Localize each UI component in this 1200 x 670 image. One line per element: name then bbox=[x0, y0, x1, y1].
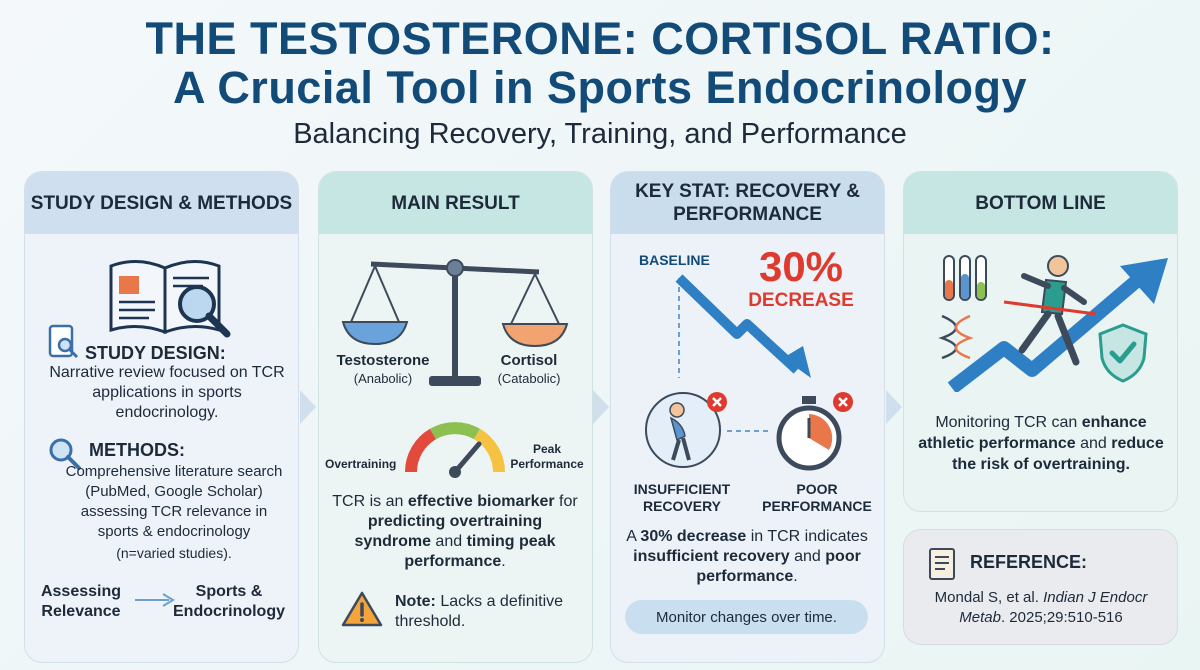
key-stat-panel: KEY STAT: RECOVERY & PERFORMANCE BASELIN… bbox=[610, 171, 885, 663]
gauge-icon bbox=[405, 422, 505, 478]
study-design-text: Narrative review focused on TCR applicat… bbox=[49, 364, 285, 421]
key-stat-text: A 30% decrease in TCR indicates insuffic… bbox=[626, 528, 868, 585]
study-design-label: STUDY DESIGN: bbox=[85, 343, 226, 363]
flow-left-label: Assessing Relevance bbox=[40, 583, 122, 620]
stopwatch-icon bbox=[776, 396, 842, 471]
main-result-panel: MAIN RESULT Testosterone (Anabolic) Cort… bbox=[318, 171, 593, 663]
close-icon bbox=[833, 392, 853, 412]
main-result-text: TCR is an effective biomarker for predic… bbox=[332, 493, 578, 570]
methods-note: (n=varied studies). bbox=[116, 545, 232, 561]
dna-icon bbox=[938, 314, 974, 360]
trend-arrow-icon bbox=[947, 258, 1168, 392]
panel-header: STUDY DESIGN & METHODS bbox=[25, 172, 298, 234]
search-icon bbox=[49, 438, 81, 470]
decline-arrow-icon bbox=[675, 274, 811, 378]
warning-icon bbox=[341, 591, 383, 627]
bottom-line-panel: BOTTOM LINE Monitoring TCR can enhance a… bbox=[903, 171, 1178, 512]
title-line-2: A Crucial Tool in Sports Endocrinology bbox=[172, 62, 1028, 113]
tired-athlete-icon bbox=[645, 392, 721, 468]
panel-header: KEY STAT: RECOVERY & PERFORMANCE bbox=[611, 172, 884, 234]
monitor-pill: Monitor changes over time. bbox=[625, 600, 868, 634]
gauge-left-label: Overtraining bbox=[325, 457, 397, 471]
cortisol-label: Cortisol bbox=[500, 352, 558, 369]
tablet-search-icon bbox=[48, 324, 79, 359]
poor-performance-label: POOR PERFORMANCE bbox=[762, 481, 872, 514]
subtitle: Balancing Recovery, Training, and Perfor… bbox=[293, 118, 907, 150]
reference-citation: Mondal S, et al. Indian J Endocr Metab. … bbox=[934, 589, 1148, 626]
stat-value: 30% bbox=[758, 243, 844, 290]
baseline-label: BASELINE bbox=[639, 252, 710, 268]
flow-arrow-1 bbox=[300, 390, 316, 424]
flow-right-label: Sports & Endocrinology bbox=[173, 583, 285, 620]
methods-label: METHODS: bbox=[89, 440, 185, 460]
methods-text: Comprehensive literature search (PubMed,… bbox=[65, 463, 283, 540]
insufficient-recovery-label: INSUFFICIENT RECOVERY bbox=[633, 481, 731, 514]
test-tubes-icon bbox=[943, 255, 987, 301]
title-line-1: THE TESTOSTERONE: CORTISOL RATIO: bbox=[145, 13, 1055, 64]
magnifier-icon bbox=[178, 285, 231, 338]
runner-icon bbox=[1003, 255, 1097, 366]
reference-panel: REFERENCE: Mondal S, et al. Indian J End… bbox=[903, 529, 1178, 645]
study-design-panel: STUDY DESIGN & METHODS STUDY DESIGN: Nar… bbox=[24, 171, 299, 663]
balance-scale-icon bbox=[341, 259, 569, 386]
panel-header: MAIN RESULT bbox=[319, 172, 592, 234]
flow-arrow-2 bbox=[593, 390, 609, 424]
panel-header: BOTTOM LINE bbox=[904, 172, 1177, 234]
testosterone-sub: (Anabolic) bbox=[353, 371, 413, 386]
dashed-connector bbox=[727, 430, 771, 432]
reference-label: REFERENCE: bbox=[970, 552, 1088, 572]
stat-label: DECREASE bbox=[748, 290, 854, 311]
shield-check-icon bbox=[1098, 323, 1148, 383]
testosterone-label: Testosterone bbox=[336, 352, 430, 369]
close-icon bbox=[707, 392, 727, 412]
note-text: Note: Lacks a definitive threshold. bbox=[395, 593, 564, 630]
cortisol-sub: (Catabolic) bbox=[497, 371, 561, 386]
flow-arrow-3 bbox=[886, 390, 902, 424]
right-arrow-icon bbox=[135, 593, 175, 607]
document-icon bbox=[929, 548, 955, 580]
gauge-right-label: Peak Performance bbox=[510, 442, 584, 471]
bottom-line-text: Monitoring TCR can enhance athletic perf… bbox=[918, 414, 1164, 473]
